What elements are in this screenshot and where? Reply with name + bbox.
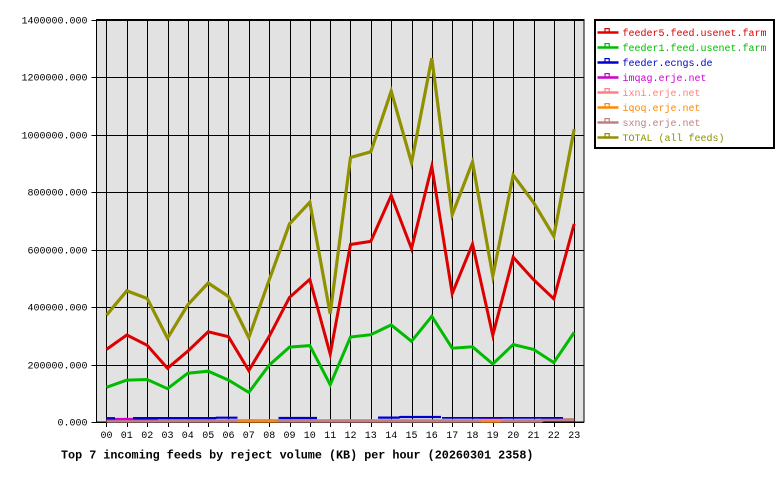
svg-text:1200000.000: 1200000.000 <box>21 74 87 85</box>
svg-text:22: 22 <box>548 431 560 442</box>
svg-text:23: 23 <box>568 431 580 442</box>
svg-text:12: 12 <box>344 431 356 442</box>
svg-text:09: 09 <box>283 431 295 442</box>
svg-text:200000.000: 200000.000 <box>27 362 87 373</box>
svg-text:01: 01 <box>121 431 133 442</box>
svg-text:02: 02 <box>141 431 153 442</box>
svg-text:feeder5.feed.usenet.farm: feeder5.feed.usenet.farm <box>623 28 767 40</box>
svg-text:07: 07 <box>243 431 255 442</box>
svg-text:17: 17 <box>446 431 458 442</box>
svg-text:03: 03 <box>161 431 173 442</box>
svg-text:05: 05 <box>202 431 214 442</box>
svg-text:400000.000: 400000.000 <box>27 304 87 315</box>
svg-text:19: 19 <box>487 431 499 442</box>
svg-text:14: 14 <box>385 431 397 442</box>
svg-text:ixni.erje.net: ixni.erje.net <box>623 88 701 100</box>
svg-text:18: 18 <box>466 431 478 442</box>
svg-text:1000000.000: 1000000.000 <box>21 132 87 143</box>
svg-text:1400000.000: 1400000.000 <box>21 17 87 28</box>
svg-text:08: 08 <box>263 431 275 442</box>
svg-text:iqoq.erje.net: iqoq.erje.net <box>623 103 701 115</box>
svg-text:sxng.erje.net: sxng.erje.net <box>623 118 701 130</box>
svg-text:10: 10 <box>304 431 316 442</box>
svg-text:06: 06 <box>222 431 234 442</box>
svg-text:15: 15 <box>405 431 417 442</box>
svg-text:feeder1.feed.usenet.farm: feeder1.feed.usenet.farm <box>623 43 767 55</box>
svg-text:TOTAL (all feeds): TOTAL (all feeds) <box>623 133 725 145</box>
svg-text:Top 7 incoming feeds by reject: Top 7 incoming feeds by reject volume (K… <box>61 449 533 463</box>
svg-text:04: 04 <box>182 431 194 442</box>
svg-text:11: 11 <box>324 431 336 442</box>
svg-text:imqag.erje.net: imqag.erje.net <box>623 73 707 85</box>
svg-text:00: 00 <box>100 431 112 442</box>
svg-text:21: 21 <box>527 431 539 442</box>
svg-text:feeder.ecngs.de: feeder.ecngs.de <box>623 58 713 70</box>
svg-text:0.000: 0.000 <box>57 419 87 430</box>
svg-text:20: 20 <box>507 431 519 442</box>
svg-text:600000.000: 600000.000 <box>27 247 87 258</box>
svg-text:16: 16 <box>426 431 438 442</box>
svg-text:13: 13 <box>365 431 377 442</box>
svg-text:800000.000: 800000.000 <box>27 189 87 200</box>
